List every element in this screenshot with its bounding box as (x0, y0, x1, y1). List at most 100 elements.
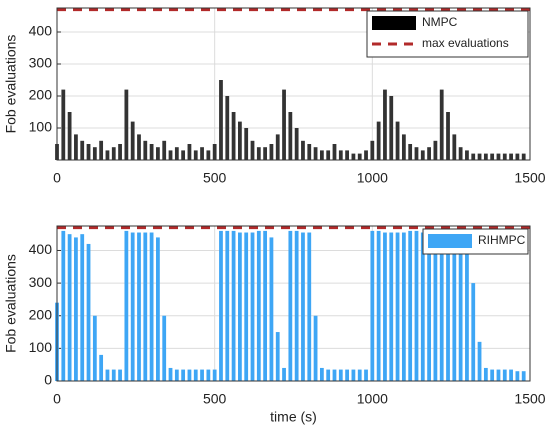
bar (477, 153, 482, 160)
bar (383, 89, 387, 160)
bar (256, 230, 261, 381)
bar (465, 237, 469, 381)
bar (130, 232, 135, 381)
bar (231, 230, 236, 381)
bar (458, 232, 463, 381)
bar (395, 121, 400, 160)
bar (162, 315, 167, 381)
bar (99, 140, 104, 160)
bar (490, 369, 495, 381)
bar (420, 150, 425, 160)
bar (124, 89, 129, 160)
bar (307, 232, 312, 381)
bar (174, 369, 179, 381)
bar (282, 89, 286, 160)
bar (250, 232, 255, 381)
bar (225, 96, 230, 160)
y-tick-label: 400 (29, 241, 53, 257)
bar (338, 150, 343, 160)
bar (149, 232, 154, 381)
bar (99, 354, 104, 381)
bar (326, 150, 331, 160)
bar (326, 369, 331, 381)
bar (383, 232, 387, 381)
bar (275, 134, 280, 160)
y-tick-label: 100 (29, 339, 53, 355)
bar (427, 230, 431, 381)
bar (376, 121, 381, 160)
y-axis-label: Fob evaluations (3, 35, 19, 134)
bar (219, 80, 223, 160)
bar (521, 371, 526, 381)
bar (446, 232, 450, 381)
bar (351, 369, 356, 381)
bar (420, 232, 425, 381)
bar (294, 128, 299, 160)
x-tick-label: 1000 (357, 391, 388, 407)
bar (149, 144, 154, 160)
bar (156, 147, 160, 160)
bar (471, 283, 476, 381)
legend-swatch (428, 234, 472, 248)
bar (452, 230, 457, 381)
bar (433, 140, 438, 160)
bar (118, 369, 122, 381)
y-tick-label: 100 (29, 119, 53, 135)
bar (238, 232, 242, 381)
bar (143, 232, 148, 381)
bar (200, 147, 204, 160)
bar (187, 369, 192, 381)
bar (137, 134, 141, 160)
bar (111, 369, 116, 381)
bar (370, 230, 375, 381)
bar (269, 237, 274, 381)
bar (282, 367, 286, 381)
bar (225, 230, 230, 381)
bar (105, 150, 110, 160)
bar (219, 230, 223, 381)
bar (67, 112, 72, 160)
bar (86, 144, 91, 160)
bar (401, 232, 406, 381)
bar (414, 147, 419, 160)
y-axis-label: Fob evaluations (3, 254, 19, 353)
x-tick-label: 500 (203, 170, 227, 186)
bar (490, 153, 495, 160)
bar (345, 150, 349, 160)
bar (515, 153, 520, 160)
bar (345, 369, 349, 381)
bar (288, 230, 293, 381)
bar (92, 315, 97, 381)
bar (351, 153, 356, 160)
y-tick-label: 0 (44, 372, 52, 388)
x-tick-label: 1000 (357, 170, 388, 186)
bar (515, 371, 520, 381)
bar (74, 237, 78, 381)
bar (80, 234, 85, 381)
bar (124, 230, 129, 381)
bar (74, 134, 78, 160)
bar (61, 230, 66, 381)
bar (181, 150, 186, 160)
bar (256, 147, 261, 160)
bar (200, 369, 204, 381)
bar (357, 153, 362, 160)
bar (168, 150, 173, 160)
bar (275, 332, 280, 381)
bar (294, 230, 299, 381)
bar (80, 140, 85, 160)
bar (364, 369, 368, 381)
bar (496, 153, 501, 160)
bar (206, 150, 211, 160)
bar (509, 369, 513, 381)
y-tick-label: 400 (29, 23, 53, 39)
bar (244, 128, 249, 160)
bar (250, 140, 255, 160)
bar (86, 243, 91, 381)
bar (263, 147, 268, 160)
bar (389, 232, 394, 381)
bar (301, 232, 305, 381)
bar (338, 369, 343, 381)
bar (389, 96, 394, 160)
bar (414, 230, 419, 381)
